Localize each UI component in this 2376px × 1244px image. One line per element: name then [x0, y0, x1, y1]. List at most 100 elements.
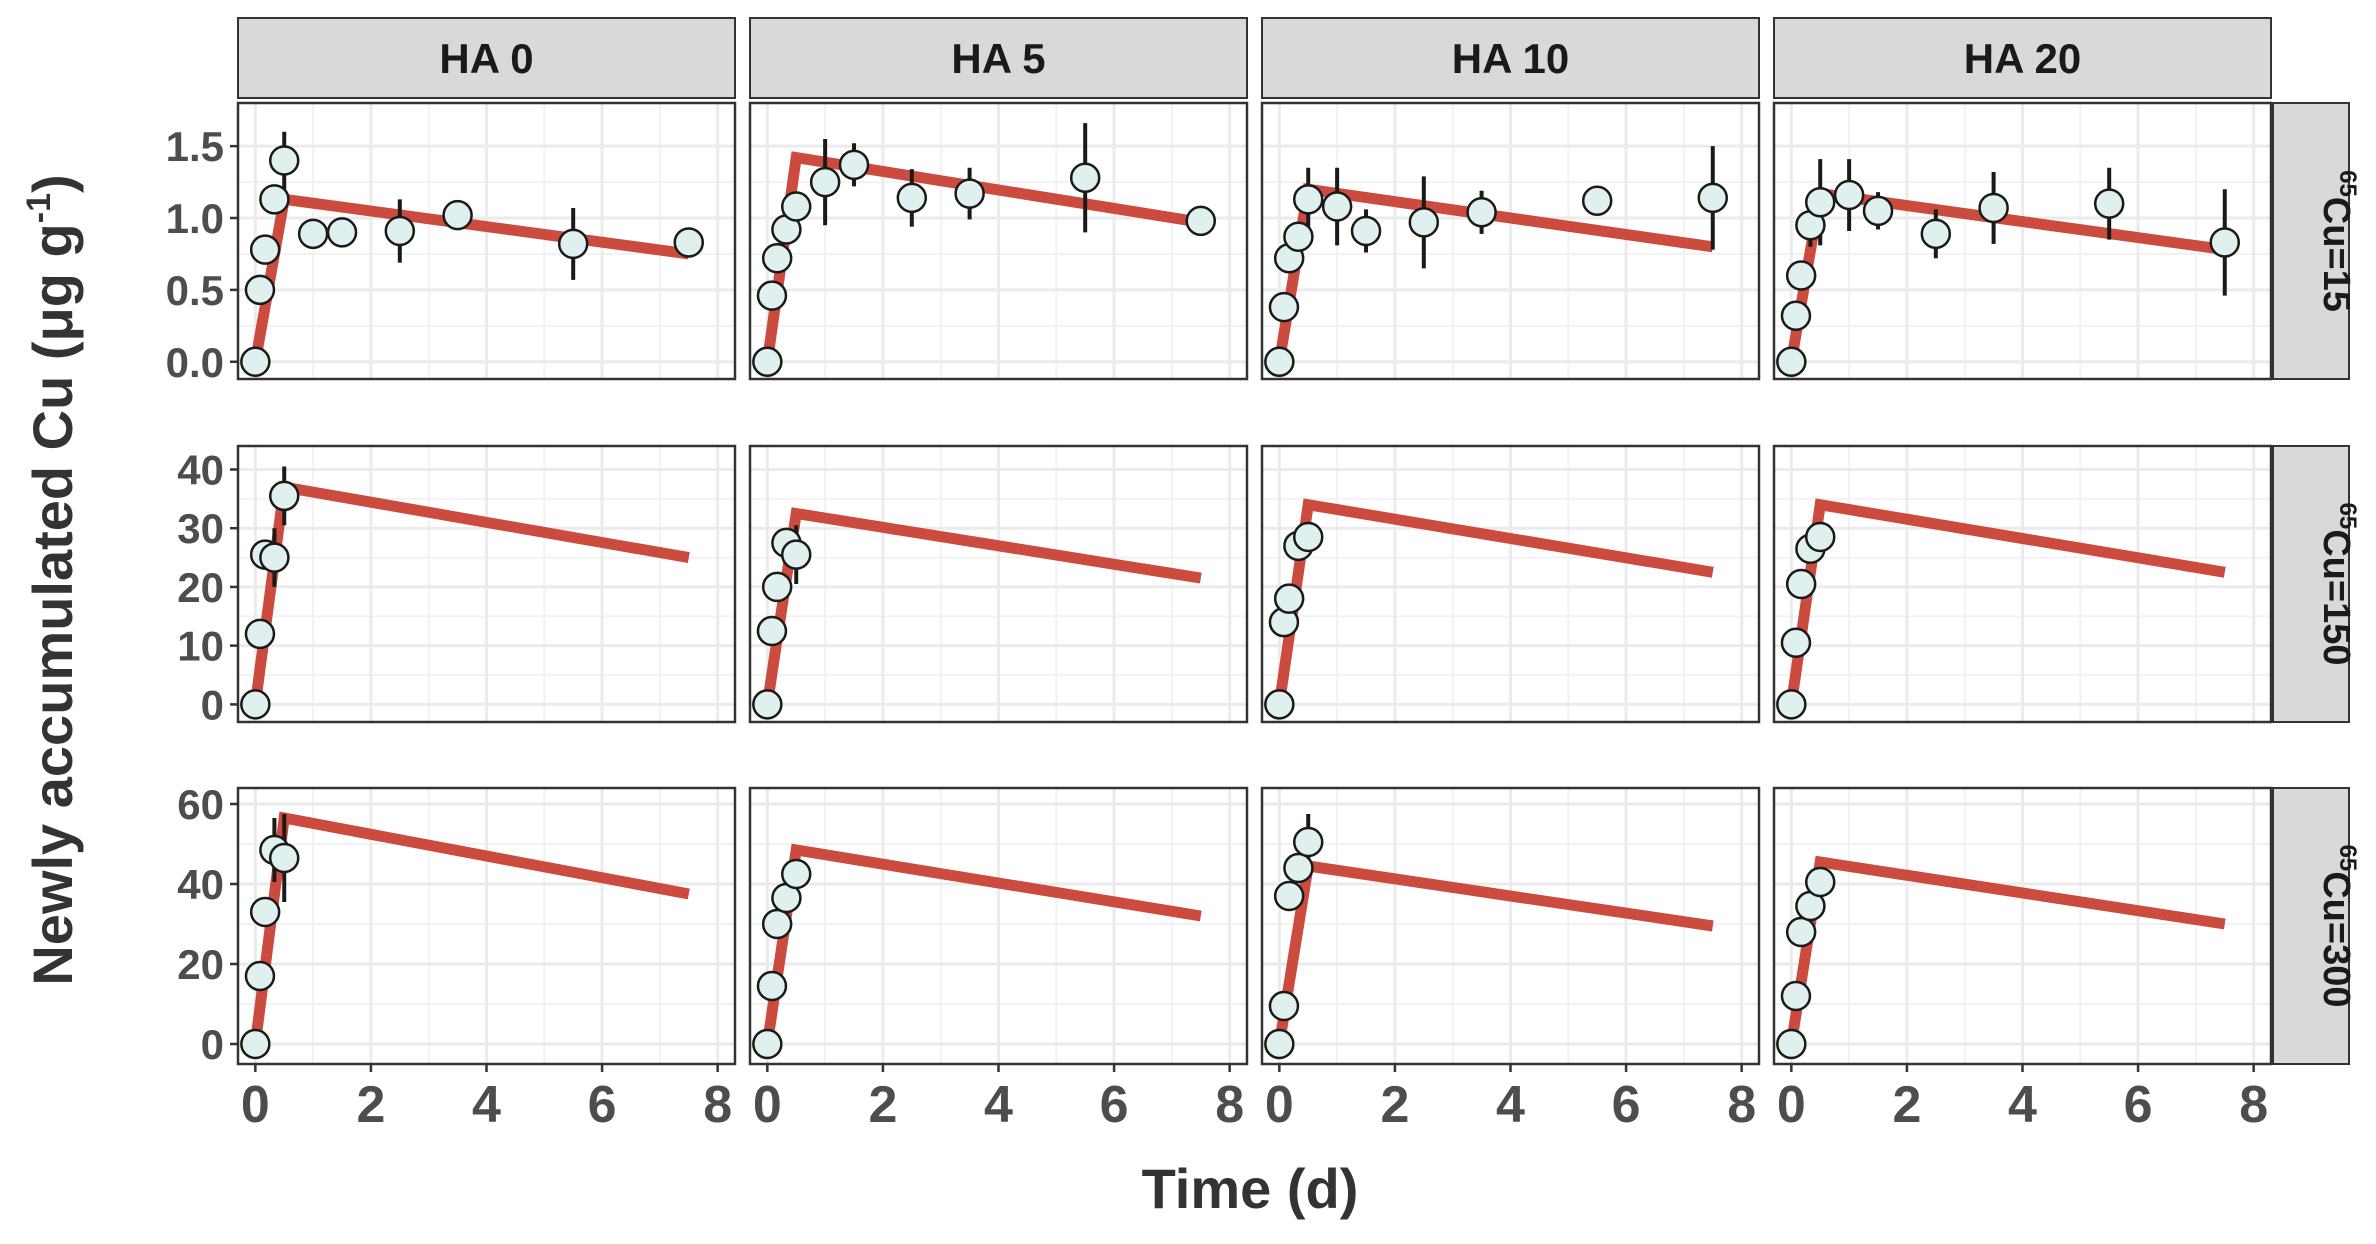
y-axis-title: Newly accumulated Cu (μg g-1) [20, 174, 84, 985]
data-point [1833, 179, 1865, 211]
data-point [1785, 260, 1817, 291]
x-tick-label: 6 [2124, 1076, 2153, 1134]
data-point [1268, 990, 1300, 1022]
x-tick-label: 2 [1380, 1076, 1409, 1134]
data-point [673, 227, 705, 258]
y-tick-label: 0.5 [166, 267, 224, 314]
data-point [1466, 197, 1497, 228]
data-point [249, 896, 281, 928]
data-point [1862, 195, 1894, 227]
data-point [1268, 291, 1300, 323]
row-strip-label-0: 65Cu=15 [2315, 170, 2361, 312]
y-axis-title-main: Newly accumulated Cu (μg g [21, 223, 84, 985]
data-point [780, 539, 812, 570]
x-axis-title: Time (d) [1142, 1157, 1359, 1220]
column-strip-2 [1261, 17, 1760, 99]
data-point [1264, 689, 1295, 720]
data-point [761, 571, 793, 603]
data-point [1776, 346, 1807, 377]
data-point [1069, 162, 1101, 193]
data-point [1785, 568, 1817, 600]
data-point [1776, 1028, 1807, 1060]
column-strip-label-1: HA 5 [951, 35, 1045, 82]
panel-border [236, 101, 737, 381]
y-axis-title-end: ) [21, 174, 84, 193]
data-point [1350, 215, 1382, 247]
x-tick-label: 6 [1612, 1076, 1641, 1134]
x-tick-label: 4 [984, 1076, 1013, 1134]
panel-border [1772, 444, 2273, 724]
y-tick-label: 0 [201, 681, 224, 728]
data-point [756, 280, 788, 311]
data-point [1804, 866, 1836, 898]
panel-border [748, 101, 1249, 381]
y-tick-label: 1.0 [166, 195, 224, 242]
data-point [297, 218, 329, 250]
data-point [780, 858, 812, 890]
data-point [326, 217, 358, 248]
data-point [384, 215, 416, 247]
data-point [2093, 188, 2125, 219]
data-point [1408, 207, 1440, 238]
x-tick-label: 2 [868, 1076, 897, 1134]
data-point [240, 1028, 271, 1060]
data-point [1780, 300, 1812, 331]
data-point [1804, 186, 1836, 218]
data-point [809, 166, 841, 198]
y-axis-title-superscript: -1 [20, 193, 58, 223]
x-tick-label: 2 [1892, 1076, 1921, 1134]
data-point [838, 149, 870, 181]
panel-r1-c3 [1772, 444, 2273, 724]
panels-layer: HA 0 HA 5 HA 10 HA 2065Cu=1565Cu=15065Cu=30… [166, 17, 2361, 1134]
data-point [268, 145, 300, 176]
y-tick-label: 10 [177, 623, 224, 670]
data-point [1697, 182, 1729, 214]
data-point [954, 178, 985, 209]
data-point [1264, 346, 1295, 377]
panel-r1-c0: 0 10 20 30 40 [177, 444, 737, 728]
panel-border [1260, 444, 1761, 724]
column-strip-label-3: HA 20 [1964, 35, 2082, 82]
data-point [2209, 227, 2241, 258]
data-point [1978, 192, 2009, 224]
x-tick-label: 0 [1265, 1076, 1294, 1134]
y-tick-label: 20 [177, 941, 224, 988]
panel-r2-c3: 0 2 4 6 8 [1772, 786, 2273, 1134]
data-point [1273, 880, 1305, 912]
y-tick-label: 60 [177, 781, 224, 828]
panel-r0-c1 [748, 101, 1249, 381]
data-point [752, 689, 783, 720]
x-tick-label: 4 [1496, 1076, 1525, 1134]
row-strip-superscript-2: 65 [2334, 845, 2361, 872]
data-point [756, 970, 788, 1002]
data-point [1776, 689, 1807, 720]
panel-border [1260, 101, 1761, 381]
x-tick-label: 0 [753, 1076, 782, 1134]
column-strip-label-2: HA 10 [1452, 35, 1570, 82]
data-point [1283, 852, 1314, 884]
row-strip-2 [2272, 787, 2350, 1065]
x-tick-label: 6 [1100, 1076, 1129, 1134]
y-tick-label: 20 [177, 564, 224, 611]
data-point [1273, 583, 1305, 614]
row-strip-1 [2272, 445, 2350, 723]
y-tick-label: 40 [177, 861, 224, 908]
data-point [259, 542, 290, 573]
data-point [240, 346, 271, 377]
data-point [1920, 218, 1952, 250]
panel-r2-c2: 0 2 4 6 8 [1260, 786, 1761, 1134]
row-strip-superscript-0: 65 [2334, 170, 2361, 197]
data-point [244, 960, 276, 992]
row-strip-value-1: Cu=150 [2315, 529, 2357, 665]
row-strip-value-0: Cu=15 [2315, 197, 2357, 312]
row-strip-superscript-1: 65 [2334, 503, 2361, 530]
data-point [244, 274, 276, 306]
panel-border [748, 444, 1249, 724]
x-tick-label: 0 [241, 1076, 270, 1134]
data-point [1292, 184, 1324, 215]
data-point [752, 1028, 783, 1060]
data-point [761, 243, 793, 274]
x-tick-label: 8 [703, 1076, 732, 1134]
row-strip-label-1: 65Cu=150 [2315, 503, 2361, 666]
